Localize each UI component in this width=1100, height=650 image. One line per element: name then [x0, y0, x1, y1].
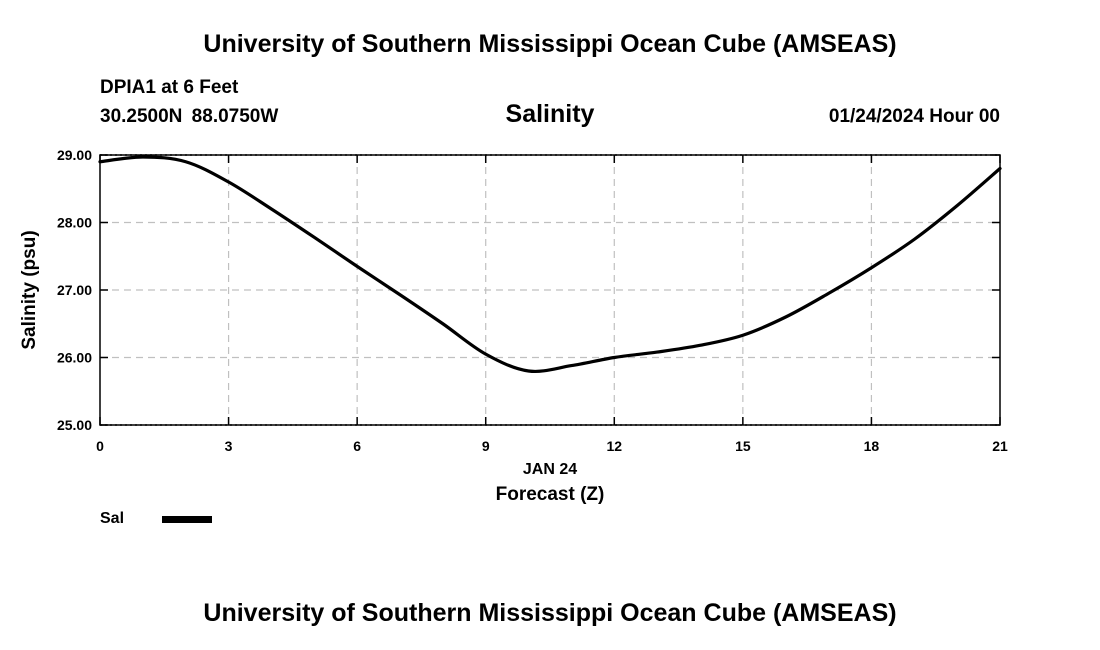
- x-tick-label: 9: [482, 438, 490, 454]
- station-label: DPIA1 at 6 Feet: [100, 77, 239, 98]
- y-tick-label: 27.00: [57, 282, 92, 298]
- x-tick-label: 3: [225, 438, 233, 454]
- grid-layer: [100, 155, 1000, 425]
- y-tick-label: 28.00: [57, 215, 92, 231]
- y-tick-label: 26.00: [57, 350, 92, 366]
- legend-swatch: [162, 516, 212, 523]
- forecast-datetime: 01/24/2024 Hour 00: [828, 106, 1000, 127]
- x-tick-label: 18: [864, 438, 880, 454]
- footer-title: University of Southern Mississippi Ocean…: [203, 599, 897, 627]
- legend-label: Sal: [100, 510, 125, 527]
- x-tick-label: 0: [96, 438, 104, 454]
- x-axis-title: Forecast (Z): [496, 484, 605, 505]
- x-axis-date-label: JAN 24: [523, 461, 577, 478]
- report-title: University of Southern Mississippi Ocean…: [203, 30, 897, 58]
- x-tick-label: 15: [735, 438, 751, 454]
- y-tick-label: 25.00: [57, 417, 92, 433]
- x-tick-label: 12: [606, 438, 622, 454]
- series-layer: [98, 155, 1002, 374]
- tick-layer: 0 3 6 9 12 15 18 21 25.00 26.00 27.00 28.00 29.00: [57, 147, 1008, 454]
- x-tick-label: 21: [992, 438, 1008, 454]
- series-line-sal: [98, 155, 1002, 374]
- y-axis-title: Salinity (psu): [19, 230, 40, 349]
- y-tick-label: 29.00: [57, 147, 92, 163]
- station-coordinates: 30.2500N 88.0750W: [100, 106, 279, 127]
- chart-title: Salinity: [505, 100, 595, 128]
- x-tick-label: 6: [353, 438, 361, 454]
